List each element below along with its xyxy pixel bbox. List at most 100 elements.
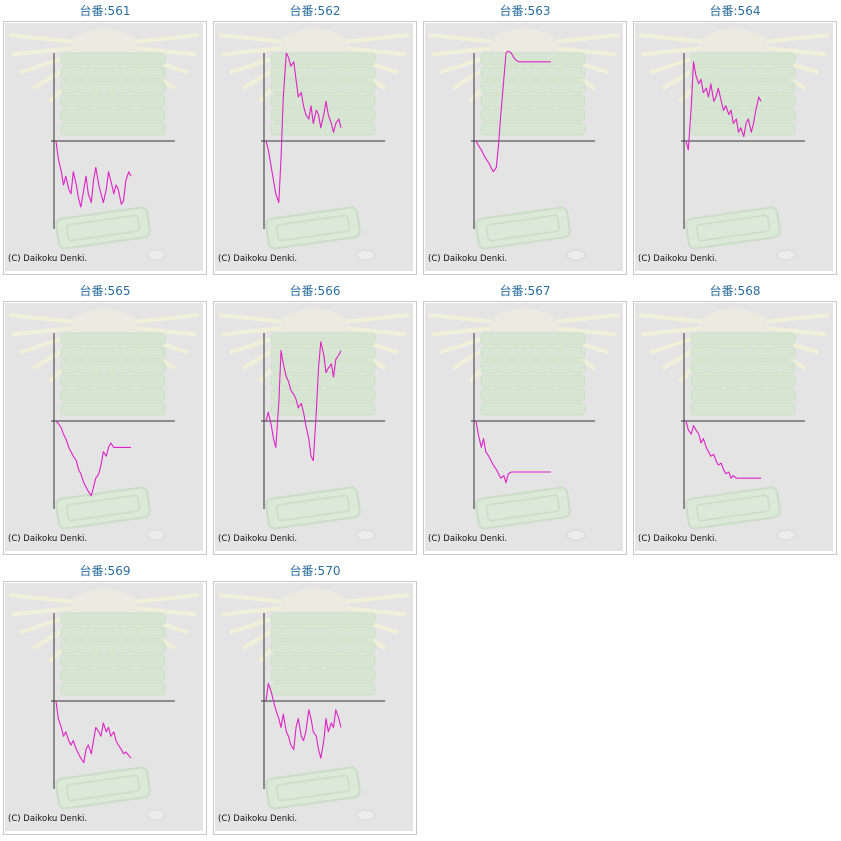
series-line	[475, 420, 551, 484]
machine-tray	[60, 346, 166, 360]
machine-title[interactable]: 台番:566	[289, 284, 341, 298]
slot-graph-chart: (C) Daikoku Denki.	[5, 23, 203, 271]
slot-graph-chart: (C) Daikoku Denki.	[635, 303, 833, 551]
chart-frame: (C) Daikoku Denki.	[633, 301, 837, 555]
machine-tray	[60, 374, 166, 388]
machine-tray	[480, 52, 586, 66]
machine-tray	[60, 654, 166, 668]
machine-tray	[270, 612, 376, 626]
series-line	[265, 682, 342, 759]
machine-tray	[60, 402, 166, 416]
machine-tray	[60, 388, 166, 402]
series-line	[55, 420, 131, 497]
series-line	[55, 140, 132, 208]
machine-tray	[60, 332, 166, 346]
machine-title[interactable]: 台番:564	[709, 4, 761, 18]
machine-tray	[60, 52, 166, 66]
machine-title[interactable]: 台番:570	[289, 564, 341, 578]
machine-base-tray	[265, 206, 361, 250]
background-artwork	[428, 29, 620, 261]
copyright-text: (C) Daikoku Denki.	[638, 534, 717, 544]
machine-panel: 台番:567 (C) Daikoku Denki.	[423, 280, 627, 560]
machine-tray	[270, 122, 376, 136]
machine-base-tray	[55, 766, 151, 810]
machine-base-tray	[475, 206, 571, 250]
coin-icon	[356, 809, 376, 821]
machine-tray	[480, 360, 586, 374]
machine-tray	[270, 682, 376, 696]
machine-tray	[690, 108, 796, 122]
machine-tray	[270, 402, 376, 416]
chart-frame: (C) Daikoku Denki.	[633, 21, 837, 275]
machine-base-inner	[275, 774, 351, 802]
slot-graph-chart: (C) Daikoku Denki.	[215, 23, 413, 271]
series-line	[55, 700, 132, 764]
machine-tray	[270, 374, 376, 388]
chart-frame: (C) Daikoku Denki.	[3, 301, 207, 555]
machine-tray	[60, 626, 166, 640]
machine-base-tray	[475, 486, 571, 530]
coin-icon	[146, 809, 166, 821]
machine-tray	[480, 402, 586, 416]
slot-graph-chart: (C) Daikoku Denki.	[5, 583, 203, 831]
machine-tray	[60, 94, 166, 108]
machine-tray	[480, 122, 586, 136]
machine-tray	[480, 332, 586, 346]
machine-tray	[270, 668, 376, 682]
copyright-text: (C) Daikoku Denki.	[638, 254, 717, 264]
machine-panel: 台番:562 (C) Daikoku Denki.	[213, 0, 417, 280]
machine-tray	[480, 66, 586, 80]
chart-frame: (C) Daikoku Denki.	[423, 21, 627, 275]
machine-title[interactable]: 台番:567	[499, 284, 551, 298]
slot-graph-chart: (C) Daikoku Denki.	[425, 303, 623, 551]
machine-title[interactable]: 台番:569	[79, 564, 131, 578]
copyright-text: (C) Daikoku Denki.	[218, 254, 297, 264]
coin-icon	[146, 529, 166, 541]
slot-graph-chart: (C) Daikoku Denki.	[5, 303, 203, 551]
machine-tray	[270, 360, 376, 374]
machine-tray	[270, 108, 376, 122]
machine-base-inner	[65, 494, 141, 522]
coin-icon	[356, 249, 376, 261]
machine-tray	[690, 346, 796, 360]
copyright-text: (C) Daikoku Denki.	[8, 814, 87, 824]
machine-tray	[270, 332, 376, 346]
machine-base-inner	[275, 214, 351, 242]
series-line	[475, 50, 551, 173]
machine-base-inner	[485, 494, 561, 522]
machine-base-tray	[55, 206, 151, 250]
machine-panel: 台番:568 (C) Daikoku Denki.	[633, 280, 837, 560]
machine-tray	[60, 612, 166, 626]
background-artwork	[8, 29, 200, 261]
machine-panel: 台番:569 (C) Daikoku Denki.	[3, 560, 207, 840]
machine-tray	[690, 52, 796, 66]
coin-icon	[566, 529, 586, 541]
machine-tray	[270, 626, 376, 640]
copyright-text: (C) Daikoku Denki.	[8, 534, 87, 544]
machine-title[interactable]: 台番:568	[709, 284, 761, 298]
copyright-text: (C) Daikoku Denki.	[8, 254, 87, 264]
machine-tray	[480, 108, 586, 122]
series-line	[265, 341, 342, 462]
machine-tray	[690, 374, 796, 388]
machine-title[interactable]: 台番:565	[79, 284, 131, 298]
machine-tray	[480, 374, 586, 388]
machine-base-inner	[485, 214, 561, 242]
machine-base-inner	[275, 494, 351, 522]
coin-icon	[776, 529, 796, 541]
background-artwork	[8, 309, 200, 541]
series-line	[685, 420, 761, 479]
machine-tray	[690, 360, 796, 374]
background-artwork	[218, 309, 410, 541]
machine-title[interactable]: 台番:563	[499, 4, 551, 18]
machine-base-inner	[65, 214, 141, 242]
machine-tray	[270, 654, 376, 668]
chart-frame: (C) Daikoku Denki.	[213, 581, 417, 835]
machine-title[interactable]: 台番:562	[289, 4, 341, 18]
machine-title[interactable]: 台番:561	[79, 4, 131, 18]
machine-tray	[270, 94, 376, 108]
machine-panel: 台番:565 (C) Daikoku Denki.	[3, 280, 207, 560]
copyright-text: (C) Daikoku Denki.	[428, 534, 507, 544]
machine-panel: 台番:566 (C) Daikoku Denki.	[213, 280, 417, 560]
machine-tray	[60, 640, 166, 654]
